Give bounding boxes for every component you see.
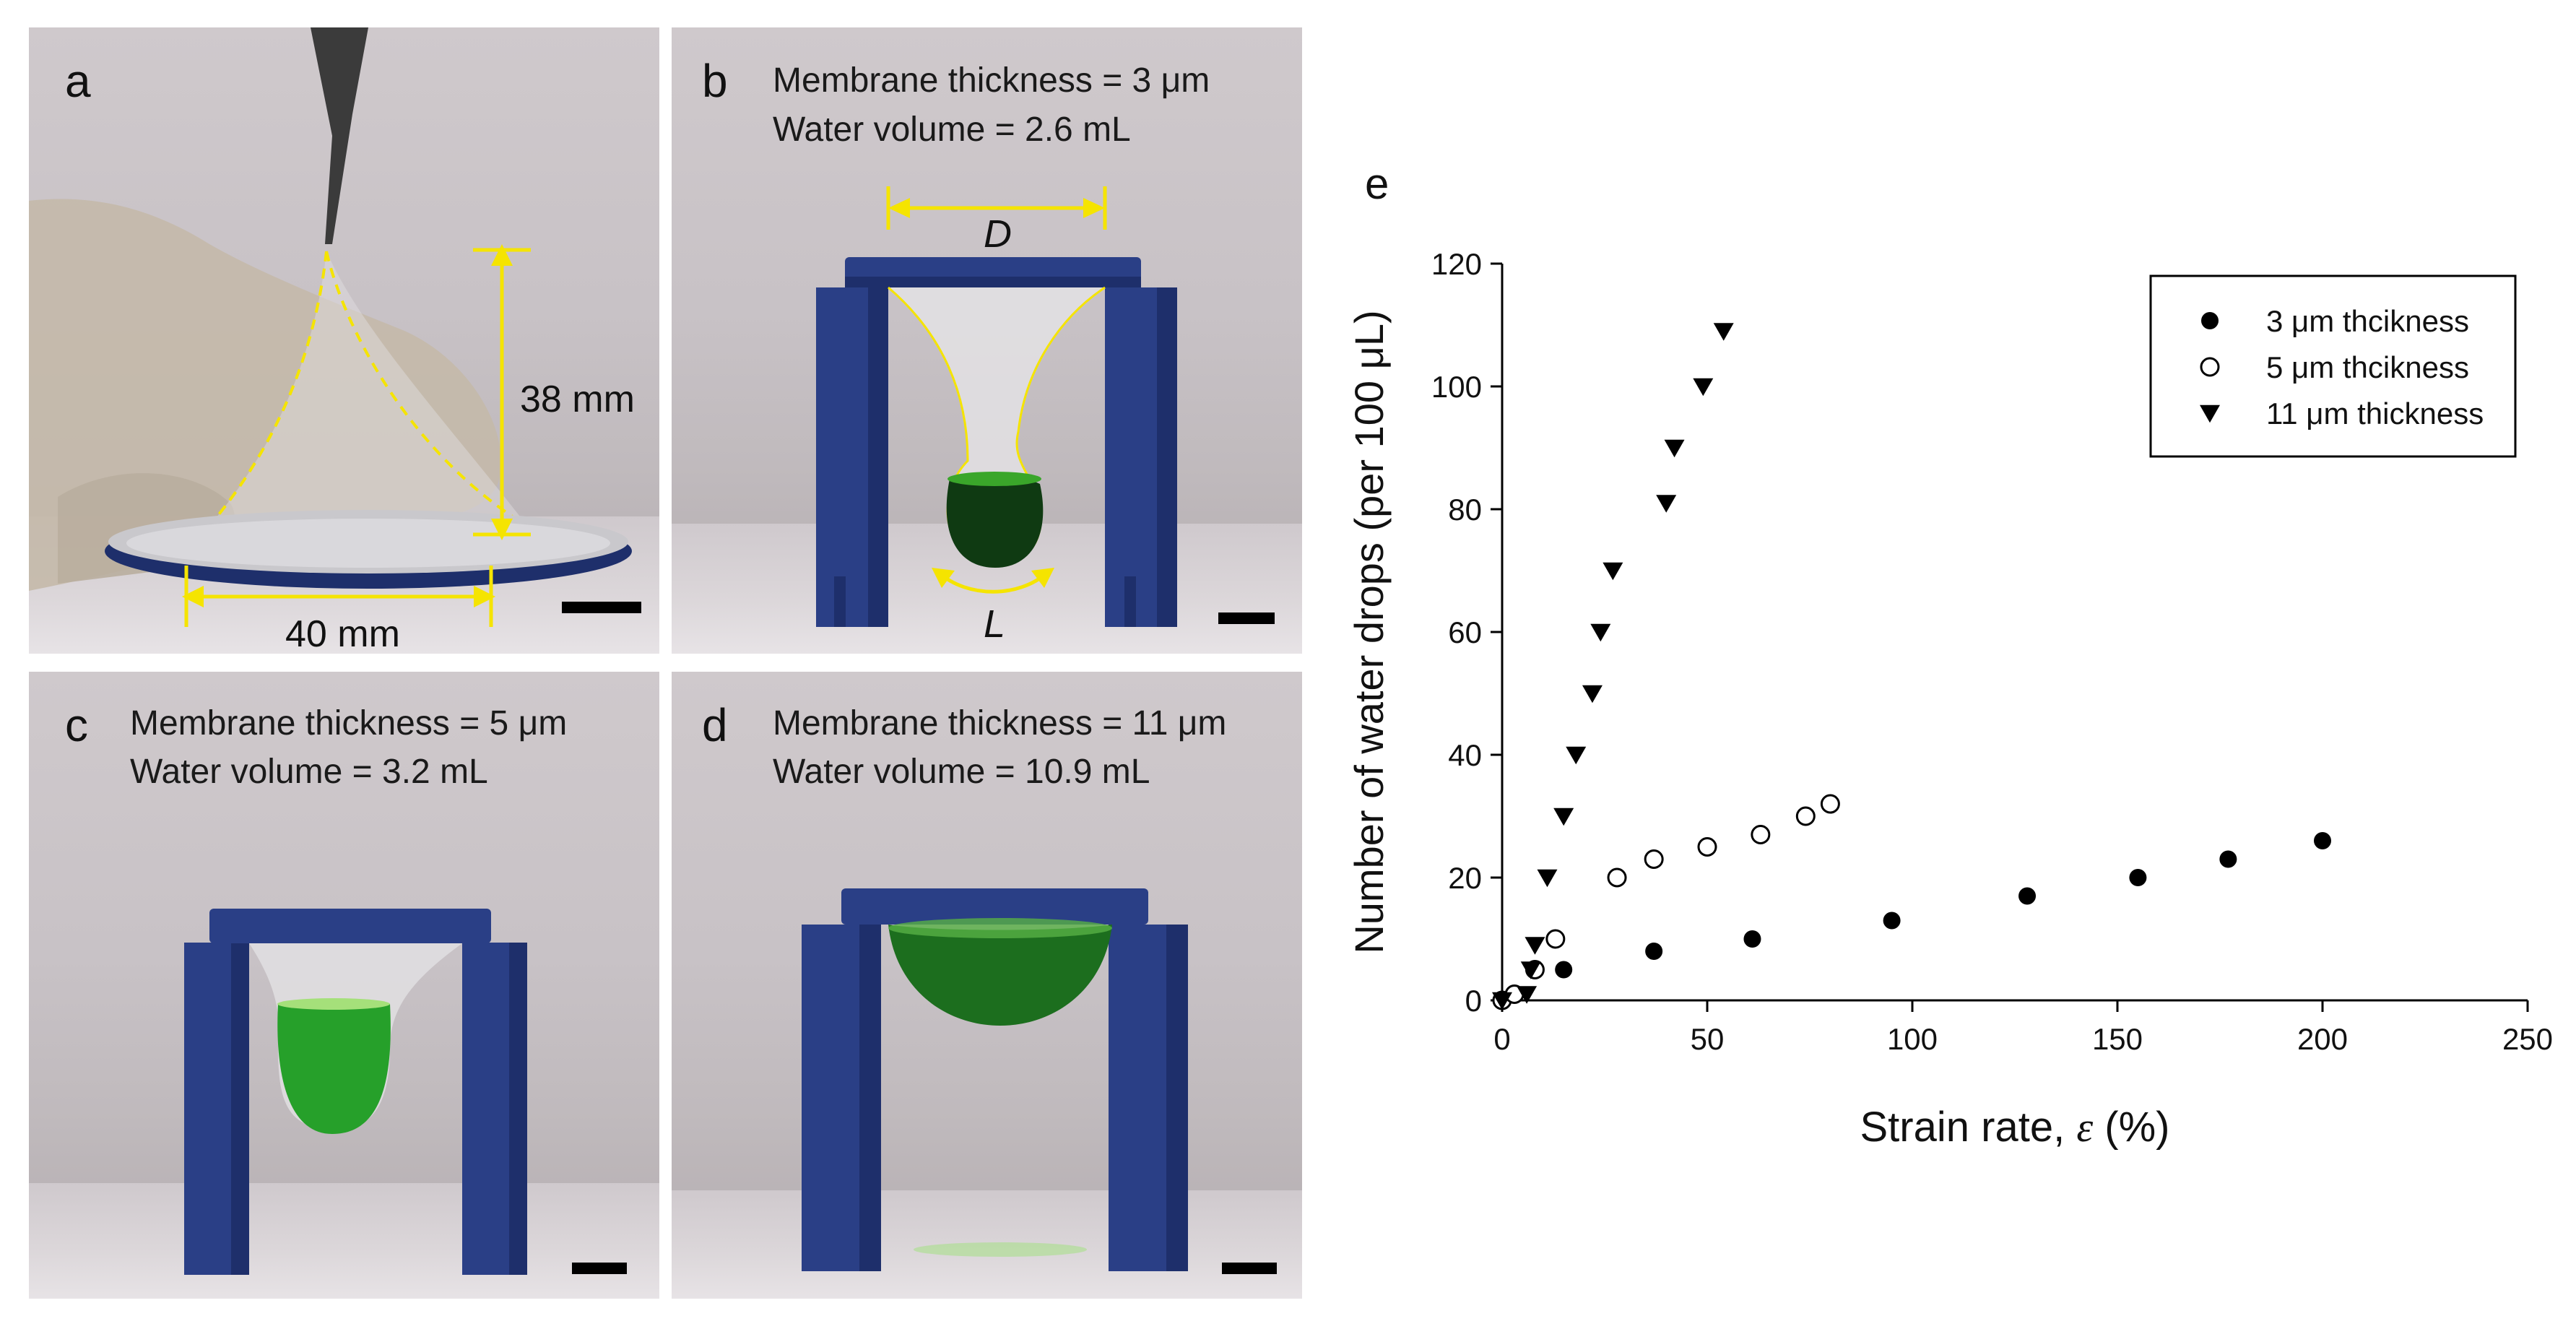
- panel-a-illustration: [29, 27, 632, 627]
- data-point-series-3: [1603, 562, 1623, 581]
- data-point-series-1: [1883, 912, 1901, 930]
- panel-d-volume: Water volume = 10.9 mL: [773, 753, 1150, 791]
- data-point-series-1: [2129, 869, 2147, 886]
- legend-label-1: 3 μm thcikness: [2266, 304, 2469, 338]
- length-label: L: [984, 602, 1006, 646]
- x-tick-label: 50: [1691, 1022, 1725, 1056]
- data-point-series-3: [1656, 495, 1677, 513]
- legend-box: [2149, 274, 2517, 458]
- height-dimension-label: 38 mm: [520, 378, 635, 420]
- membrane-funnel: [888, 287, 1105, 565]
- membrane-outline-right: [325, 251, 529, 527]
- y-tick-label: 0: [1465, 984, 1482, 1018]
- legend-label-2: 5 μm thcikness: [2266, 350, 2469, 384]
- data-point-series-1: [1555, 961, 1573, 979]
- scale-bar-a: [562, 602, 641, 613]
- y-tick-label: 40: [1448, 738, 1482, 772]
- x-tick-label: 0: [1493, 1022, 1510, 1056]
- data-point-series-2: [1607, 867, 1627, 888]
- data-point-series-3: [1537, 869, 1558, 888]
- panel-d-thickness: Membrane thickness = 11 μm: [773, 704, 1227, 743]
- data-point-series-3: [1553, 808, 1574, 826]
- panel-b-thickness: Membrane thickness = 3 μm: [773, 61, 1210, 100]
- data-point-series-2: [1697, 837, 1717, 857]
- water-volume: [277, 1001, 391, 1134]
- data-point-series-2: [1751, 825, 1771, 844]
- data-point-series-1: [1743, 930, 1761, 948]
- panel-c-illustration: [184, 909, 527, 1275]
- legend-label-3: 11 μm thickness: [2266, 397, 2484, 430]
- data-point-series-3: [1693, 378, 1714, 397]
- data-point-series-2: [1492, 990, 1512, 1010]
- panel-label-d: d: [702, 699, 728, 751]
- data-point-series-1: [2018, 887, 2037, 905]
- panel-b-volume: Water volume = 2.6 mL: [773, 111, 1131, 149]
- data-point-series-2: [1820, 794, 1840, 814]
- panel-label-c: c: [65, 699, 88, 751]
- diameter-label: D: [984, 212, 1012, 256]
- x-tick-label: 250: [2502, 1022, 2553, 1056]
- x-tick-label: 150: [2092, 1022, 2143, 1056]
- water-volume: [888, 925, 1112, 1026]
- data-point-series-3: [1582, 685, 1603, 704]
- x-tick-label: 100: [1887, 1022, 1938, 1056]
- photo-panel-c: c Membrane thickness = 5 μm Water volume…: [29, 672, 659, 1299]
- data-point-series-3: [1492, 992, 1512, 1010]
- panel-c-thickness: Membrane thickness = 5 μm: [130, 704, 568, 743]
- width-dimension-label: 40 mm: [285, 613, 400, 654]
- panel-label-a: a: [65, 55, 91, 107]
- panel-label-b: b: [702, 55, 728, 107]
- water-drop: [946, 475, 1044, 568]
- membrane-cone: [209, 251, 527, 526]
- data-point-series-3: [1664, 439, 1685, 458]
- y-tick-label: 80: [1448, 493, 1482, 527]
- data-point-series-3: [1520, 961, 1541, 979]
- panel-label-e: e: [1365, 160, 1389, 208]
- stand-ring: [841, 888, 1148, 925]
- data-point-series-1: [2219, 850, 2237, 868]
- y-tick-label: 60: [1448, 615, 1482, 649]
- photo-panel-d: d Membrane thickness = 11 μm Water volum…: [672, 672, 1302, 1299]
- chart-legend: 3 μm thcikness 5 μm thcikness 11 μm thickn…: [2149, 274, 2517, 458]
- data-point-series-2: [1795, 806, 1816, 826]
- y-axis-label: Number of water drops (per 100 μL): [1346, 310, 1392, 953]
- data-point-series-3: [1525, 937, 1545, 955]
- x-axis-label: Strain rate, ε (%): [1860, 1104, 2170, 1151]
- scale-bar-d: [1222, 1263, 1277, 1274]
- data-point-series-3: [1566, 746, 1587, 765]
- tweezers: [311, 27, 368, 244]
- legend-marker-3: [2200, 404, 2220, 423]
- data-point-series-3: [1517, 986, 1538, 1004]
- chart-axes: 0 50 100 150 200 250 0 20 40 60 80 100 120 Strain rat…: [1346, 247, 2553, 1151]
- y-tick-label: 100: [1431, 370, 1482, 404]
- data-point-series-3: [1590, 623, 1611, 642]
- data-point-series-1: [1645, 943, 1663, 960]
- y-tick-label: 120: [1431, 247, 1482, 281]
- panel-b-illustration: [816, 186, 1177, 627]
- data-point-series-1: [2314, 832, 2331, 849]
- scale-bar-c: [572, 1263, 627, 1274]
- photo-panel-b: b Membrane thickness = 3 μm Water volume…: [672, 27, 1302, 654]
- legend-marker-1: [2201, 312, 2219, 329]
- data-point-series-2: [1644, 849, 1664, 869]
- ring-inner: [126, 519, 610, 568]
- photo-panel-a: a 38 mm 40 mm: [29, 27, 659, 654]
- data-point-series-2: [1545, 929, 1566, 949]
- data-point-series-2: [1525, 960, 1545, 979]
- scale-bar-b: [1218, 612, 1275, 624]
- chart-marks: [1492, 323, 2331, 1010]
- x-tick-label: 200: [2297, 1022, 2348, 1056]
- panel-c-volume: Water volume = 3.2 mL: [130, 753, 488, 791]
- data-point-series-3: [1713, 323, 1734, 341]
- stand-ring: [209, 909, 491, 943]
- y-tick-label: 20: [1448, 861, 1482, 895]
- panel-d-illustration: [802, 888, 1188, 1271]
- data-point-series-1: [1493, 992, 1511, 1009]
- legend-marker-2: [2200, 357, 2220, 377]
- data-point-series-2: [1504, 984, 1525, 1004]
